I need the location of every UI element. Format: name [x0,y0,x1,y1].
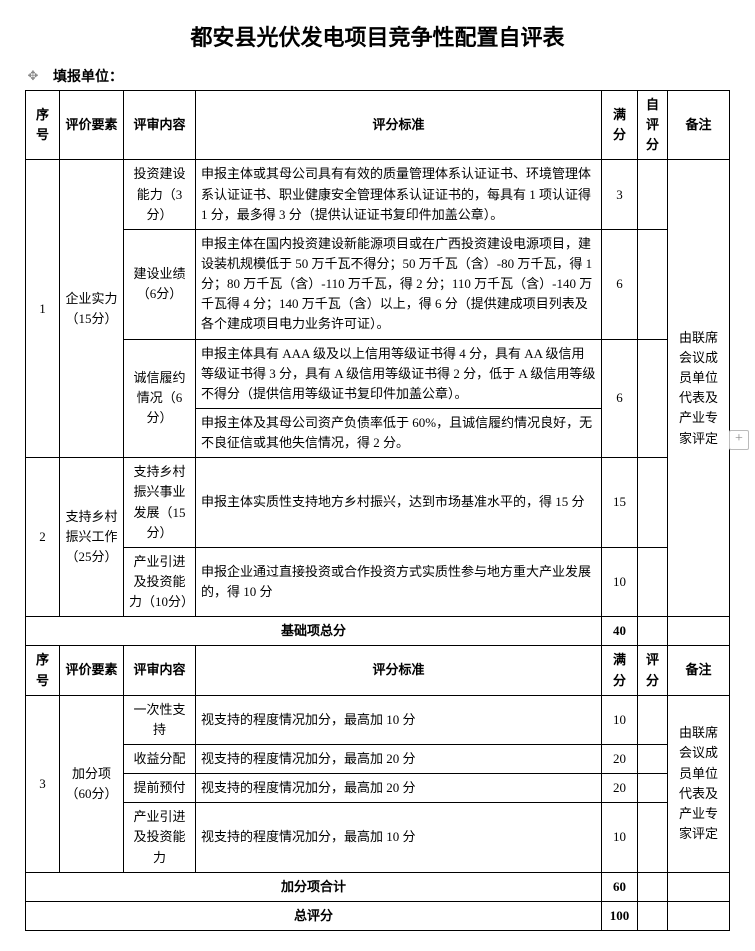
col-seq: 序号 [26,91,60,160]
self-cell[interactable] [638,160,668,229]
eval-cell: 加分项（60分） [60,695,124,872]
self-cell[interactable] [638,901,668,930]
full-cell: 20 [602,774,638,803]
grandtotal-row: 总评分 100 [26,901,730,930]
grandtotal-label: 总评分 [26,901,602,930]
subtotal-row: 基础项总分 40 [26,617,730,646]
content-cell: 投资建设能力（3分） [124,160,196,229]
subtotal-value: 60 [602,872,638,901]
self-cell[interactable] [638,617,668,646]
full-cell: 6 [602,339,638,458]
full-cell: 6 [602,229,638,339]
note-cell [668,901,730,930]
self-cell[interactable] [638,803,668,872]
full-cell: 20 [602,744,638,773]
seq-cell: 3 [26,695,60,872]
page-title: 都安县光伏发电项目竞争性配置自评表 [25,20,730,52]
full-cell: 10 [602,803,638,872]
col-cont: 评审内容 [124,91,196,160]
content-cell: 诚信履约情况（6分） [124,339,196,458]
content-cell: 产业引进及投资能力 [124,803,196,872]
standard-cell: 视支持的程度情况加分，最高加 10 分 [196,803,602,872]
content-cell: 产业引进及投资能力（10分） [124,547,196,616]
move-icon: ✥ [25,68,41,84]
table-row: 2 支持乡村振兴工作（25分） 支持乡村振兴事业发展（15分） 申报主体实质性支… [26,458,730,548]
standard-cell: 申报主体或其母公司具有有效的质量管理体系认证证书、环境管理体系认证证书、职业健康… [196,160,602,229]
self-cell[interactable] [638,458,668,548]
filler-label: 填报单位： [53,66,123,86]
add-button[interactable]: + [729,430,749,450]
col-eval: 评价要素 [60,646,124,695]
table-row: 提前预付 视支持的程度情况加分，最高加 20 分 20 [26,774,730,803]
col-std: 评分标准 [196,646,602,695]
standard-cell: 视支持的程度情况加分，最高加 20 分 [196,744,602,773]
content-cell: 支持乡村振兴事业发展（15分） [124,458,196,548]
self-cell[interactable] [638,872,668,901]
content-cell: 提前预付 [124,774,196,803]
col-full: 满分 [602,91,638,160]
standard-cell: 申报主体实质性支持地方乡村振兴，达到市场基准水平的，得 15 分 [196,458,602,548]
eval-cell: 企业实力（15分） [60,160,124,458]
self-cell[interactable] [638,774,668,803]
full-cell: 10 [602,547,638,616]
standard-cell: 视支持的程度情况加分，最高加 20 分 [196,774,602,803]
col-seq: 序号 [26,646,60,695]
table-row: 产业引进及投资能力 视支持的程度情况加分，最高加 10 分 10 [26,803,730,872]
eval-cell: 支持乡村振兴工作（25分） [60,458,124,617]
seq-cell: 1 [26,160,60,458]
full-cell: 10 [602,695,638,744]
self-cell[interactable] [638,695,668,744]
full-cell: 15 [602,458,638,548]
subtotal-row: 加分项合计 60 [26,872,730,901]
col-cont: 评审内容 [124,646,196,695]
col-self: 自评分 [638,91,668,160]
table-row: 诚信履约情况（6分） 申报主体具有 AAA 级及以上信用等级证书得 4 分，具有… [26,339,730,408]
table-row: 产业引进及投资能力（10分） 申报企业通过直接投资或合作投资方式实质性参与地方重… [26,547,730,616]
note-cell: 由联席会议成员单位代表及产业专家评定 [668,160,730,617]
note-cell [668,872,730,901]
table-header-row: 序号 评价要素 评审内容 评分标准 满分 评分 备注 [26,646,730,695]
self-cell[interactable] [638,229,668,339]
table-header-row: 序号 评价要素 评审内容 评分标准 满分 自评分 备注 [26,91,730,160]
subtotal-value: 40 [602,617,638,646]
standard-cell: 申报主体具有 AAA 级及以上信用等级证书得 4 分，具有 AA 级信用等级证书… [196,339,602,408]
note-cell: 由联席会议成员单位代表及产业专家评定 [668,695,730,872]
seq-cell: 2 [26,458,60,617]
standard-cell: 申报主体及其母公司资产负债率低于 60%，且诚信履约情况良好，无不良征信或其他失… [196,408,602,457]
self-cell[interactable] [638,744,668,773]
self-cell[interactable] [638,339,668,458]
table-row: 3 加分项（60分） 一次性支持 视支持的程度情况加分，最高加 10 分 10 … [26,695,730,744]
standard-cell: 申报主体在国内投资建设新能源项目或在广西投资建设电源项目，建设装机规模低于 50… [196,229,602,339]
standard-cell: 申报企业通过直接投资或合作投资方式实质性参与地方重大产业发展的，得 10 分 [196,547,602,616]
self-cell[interactable] [638,547,668,616]
content-cell: 一次性支持 [124,695,196,744]
content-cell: 收益分配 [124,744,196,773]
content-cell: 建设业绩（6分） [124,229,196,339]
subtotal-label: 加分项合计 [26,872,602,901]
col-std: 评分标准 [196,91,602,160]
note-cell [668,617,730,646]
filler-row: ✥ 填报单位： [25,66,730,86]
evaluation-table: 序号 评价要素 评审内容 评分标准 满分 自评分 备注 1 企业实力（15分） … [25,90,730,931]
col-full: 满分 [602,646,638,695]
full-cell: 3 [602,160,638,229]
subtotal-label: 基础项总分 [26,617,602,646]
col-eval: 评价要素 [60,91,124,160]
table-row: 建设业绩（6分） 申报主体在国内投资建设新能源项目或在广西投资建设电源项目，建设… [26,229,730,339]
col-note: 备注 [668,646,730,695]
col-self: 评分 [638,646,668,695]
standard-cell: 视支持的程度情况加分，最高加 10 分 [196,695,602,744]
table-row: 收益分配 视支持的程度情况加分，最高加 20 分 20 [26,744,730,773]
table-row: 1 企业实力（15分） 投资建设能力（3分） 申报主体或其母公司具有有效的质量管… [26,160,730,229]
col-note: 备注 [668,91,730,160]
grandtotal-value: 100 [602,901,638,930]
